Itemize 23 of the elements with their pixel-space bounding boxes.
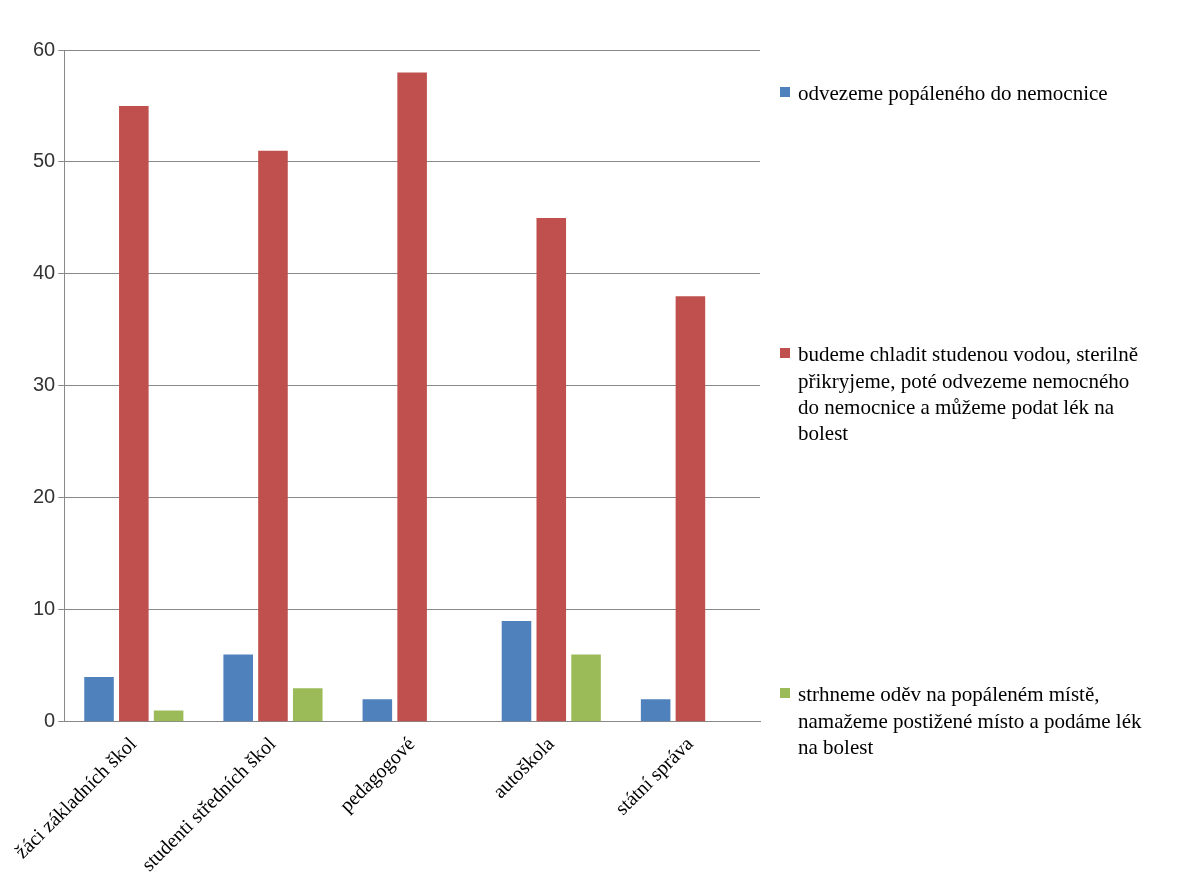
y-tick-label: 60 <box>33 37 56 60</box>
y-tick-label: 30 <box>33 373 56 396</box>
y-tick-label: 0 <box>44 709 56 732</box>
bar <box>362 699 393 722</box>
bar <box>84 676 114 722</box>
legend-label: odvezeme popáleného do nemocnice <box>798 80 1108 107</box>
bar <box>536 217 567 722</box>
y-tick-label: 20 <box>33 485 56 508</box>
bar <box>640 699 671 722</box>
bar <box>223 654 253 722</box>
bar <box>397 72 427 722</box>
y-tick-label: 50 <box>33 149 56 172</box>
bar <box>153 710 184 722</box>
legend-label: budeme chladit studenou vodou, sterilně přikryjeme, poté odvezeme nemocného do nemocnice a můžeme podat lék na bolest <box>798 341 1139 447</box>
bar <box>119 105 149 722</box>
bar <box>292 688 323 722</box>
bar <box>571 654 601 722</box>
y-tick-label: 40 <box>33 261 56 284</box>
bar <box>258 150 288 722</box>
bar <box>501 621 532 722</box>
legend-label: strhneme oděv na popáleném místě, namažeme postižené místo a podáme lék na bolest <box>798 681 1143 760</box>
y-tick-label: 10 <box>33 597 56 620</box>
bar <box>675 296 706 722</box>
